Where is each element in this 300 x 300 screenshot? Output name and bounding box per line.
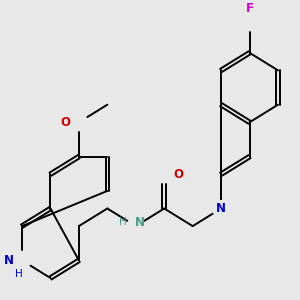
Text: N: N (4, 254, 14, 267)
Text: F: F (246, 2, 254, 16)
Text: H: H (15, 269, 23, 279)
Text: N: N (216, 202, 226, 215)
Text: H: H (119, 217, 127, 227)
Text: N: N (135, 216, 145, 229)
Text: O: O (173, 168, 183, 181)
Text: O: O (60, 116, 70, 129)
